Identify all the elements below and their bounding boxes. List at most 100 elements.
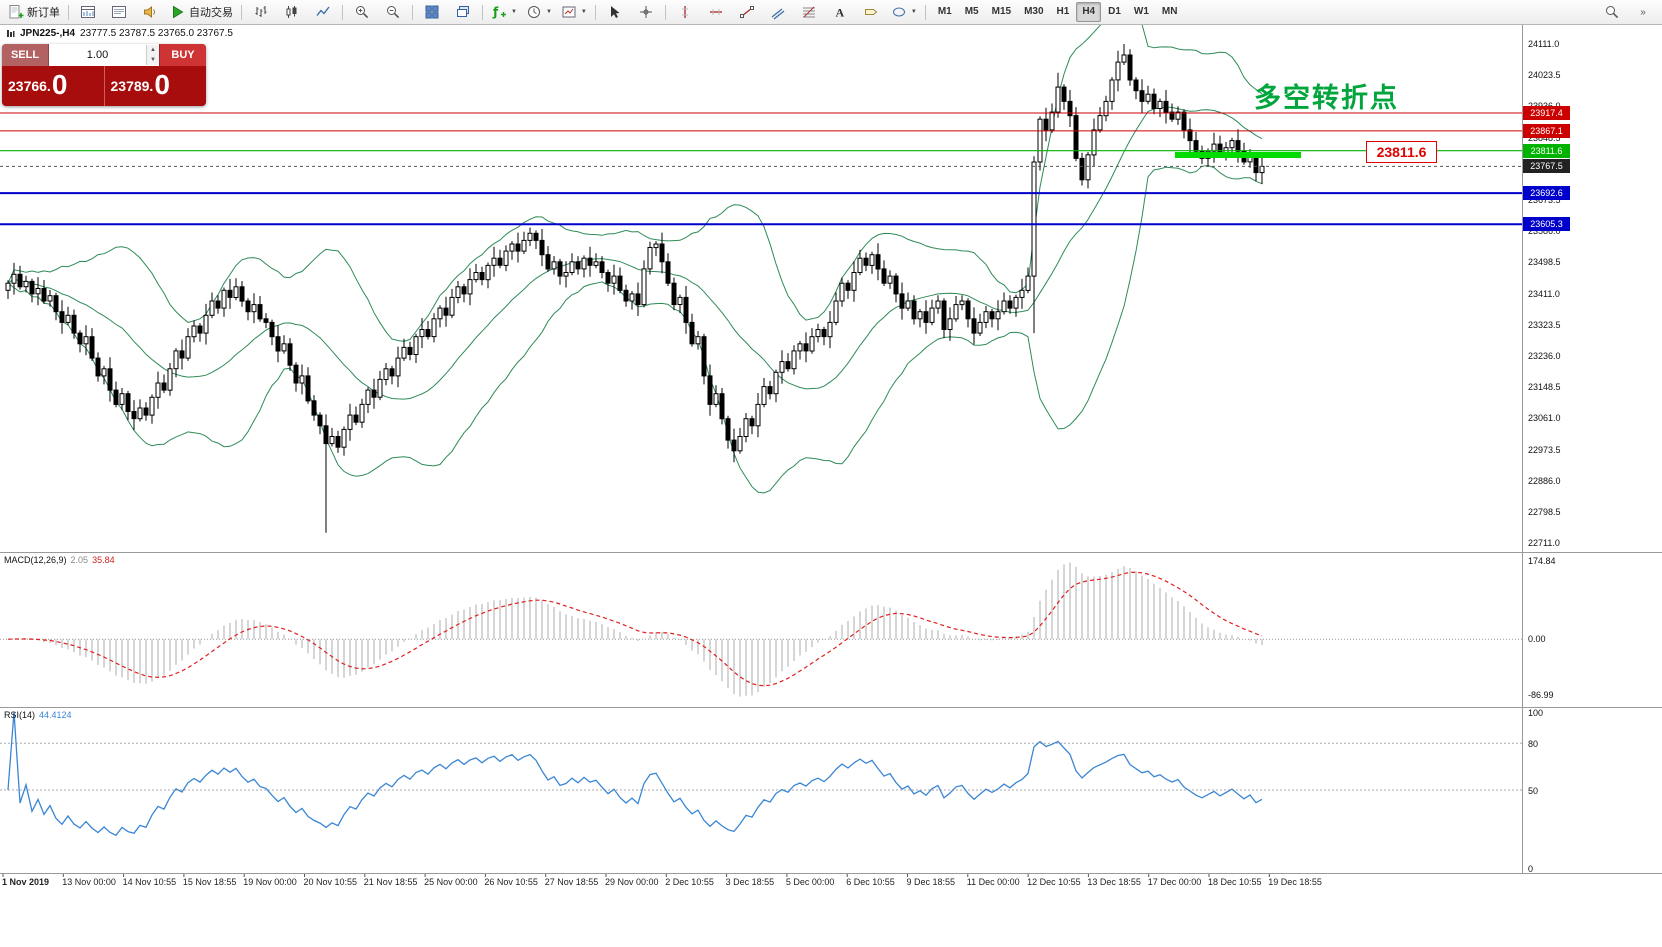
bull-candle-body xyxy=(581,257,587,270)
data-window-button[interactable] xyxy=(104,1,134,23)
zoom-out-icon xyxy=(387,6,400,19)
new-order-label: 新订单 xyxy=(27,7,60,19)
bear-candle-body xyxy=(197,325,203,334)
macd-signal-line xyxy=(7,571,1263,687)
timeframe-button-w1[interactable]: W1 xyxy=(1133,6,1149,17)
price-callout-label[interactable]: 23811.6 xyxy=(1366,141,1437,163)
toolbar-overflow-button[interactable]: » xyxy=(1628,1,1658,23)
macd-pane-separator[interactable] xyxy=(0,552,1662,553)
timeframe-button-mn[interactable]: MN xyxy=(1161,6,1178,17)
bull-candle-body xyxy=(1091,129,1097,156)
volume-up-button[interactable]: ▲ xyxy=(147,45,159,55)
channel-button[interactable] xyxy=(763,1,793,23)
timeframe-button-h4[interactable]: H4 xyxy=(1076,2,1102,22)
bull-candle-body xyxy=(653,243,659,249)
time-axis-label: 17 Dec 00:00 xyxy=(1147,877,1202,887)
one-click-trading-panel: SELL ▲ ▼ BUY 23766. 0 23789. 0 xyxy=(2,44,206,106)
data-window-icon xyxy=(112,6,126,18)
timeframe-button-m30[interactable]: M30 xyxy=(1024,6,1044,17)
search-button[interactable] xyxy=(1597,1,1627,23)
bull-candle-body xyxy=(953,304,959,320)
bull-candle-body xyxy=(1175,111,1181,120)
timeframe-button-d1[interactable]: D1 xyxy=(1108,6,1121,17)
rsi-axis-label: 0 xyxy=(1528,864,1534,874)
price-axis-label: 23411.0 xyxy=(1528,288,1560,299)
timeframe-button-m15[interactable]: M15 xyxy=(991,6,1012,17)
crosshair-button[interactable] xyxy=(631,1,661,23)
text-button[interactable]: A xyxy=(825,1,855,23)
price-axis-label: 23236.0 xyxy=(1528,350,1561,361)
bear-candle-body xyxy=(17,273,23,288)
timeframe-button-m5[interactable]: M5 xyxy=(964,6,979,17)
market-watch-button[interactable] xyxy=(73,1,103,23)
price-axis-label: 23498.5 xyxy=(1528,257,1561,268)
bull-candle-body xyxy=(509,243,515,252)
new-order-button[interactable]: 新订单 xyxy=(4,1,64,23)
price-axis-label: 23323.5 xyxy=(1528,319,1561,330)
bull-candle-body xyxy=(677,296,683,305)
chart-marker-icon xyxy=(7,30,15,37)
cascade-windows-button[interactable] xyxy=(448,1,478,23)
horizontal-line-button[interactable] xyxy=(701,1,731,23)
fibonacci-button[interactable] xyxy=(794,1,824,23)
sell-button[interactable]: SELL xyxy=(2,44,49,66)
bear-candle-body xyxy=(923,311,929,323)
zoom-out-button[interactable] xyxy=(378,1,408,23)
cursor-button[interactable] xyxy=(600,1,630,23)
bull-candle-body xyxy=(455,286,461,298)
buy-button[interactable]: BUY xyxy=(159,44,206,66)
bear-candle-body xyxy=(1007,300,1013,309)
price-axis-label: 24111.0 xyxy=(1528,38,1560,49)
bear-candle-body xyxy=(965,300,971,320)
timeframe-button-h1[interactable]: H1 xyxy=(1056,6,1070,17)
zoom-in-button[interactable] xyxy=(347,1,377,23)
trendline-button[interactable] xyxy=(732,1,762,23)
more-icon: » xyxy=(1640,6,1646,18)
line-chart-button[interactable] xyxy=(308,1,338,23)
buy-price[interactable]: 23789. 0 xyxy=(103,66,207,106)
bull-candle-body xyxy=(827,321,833,338)
trend-reversal-annotation: 多空转折点 xyxy=(1254,83,1399,113)
alerts-button[interactable] xyxy=(135,1,165,23)
shapes-button[interactable]: ▼ xyxy=(887,1,921,23)
zoom-in-icon xyxy=(356,6,369,19)
bear-candle-body xyxy=(323,425,329,445)
templates-button[interactable]: ▼ xyxy=(557,1,591,23)
tile-windows-icon xyxy=(425,5,439,19)
bar-chart-button[interactable] xyxy=(246,1,276,23)
bull-candle-body xyxy=(527,232,533,241)
periods-button[interactable]: ▼ xyxy=(522,1,556,23)
buy-price-big-digit: 0 xyxy=(154,68,170,100)
bull-candle-body xyxy=(1145,93,1151,102)
bear-candle-body xyxy=(911,300,917,320)
volume-input[interactable] xyxy=(49,48,146,62)
bull-candle-body xyxy=(1001,300,1007,313)
sell-price[interactable]: 23766. 0 xyxy=(2,66,104,106)
indicators-button[interactable]: ƒ ▼ xyxy=(487,1,521,23)
bear-candle-body xyxy=(1181,111,1187,131)
bull-candle-body xyxy=(695,336,701,345)
chevron-down-icon: ▼ xyxy=(580,9,587,15)
bear-candle-body xyxy=(803,343,809,352)
autotrading-button[interactable]: 自动交易 xyxy=(166,1,237,23)
bull-candle-body xyxy=(1121,54,1127,63)
support-highlight-segment[interactable] xyxy=(1175,151,1301,158)
bear-candle-body xyxy=(1127,54,1133,81)
bull-candle-body xyxy=(641,268,647,306)
rsi-pane-separator[interactable] xyxy=(0,707,1662,708)
vertical-line-button[interactable] xyxy=(670,1,700,23)
timeframe-button-m1[interactable]: M1 xyxy=(937,6,952,17)
bull-candle-body xyxy=(449,296,455,316)
ohlc-values: 23777.5 23787.5 23765.0 23767.5 xyxy=(80,28,233,39)
bull-candle-body xyxy=(377,378,383,398)
candlestick-chart-button[interactable] xyxy=(277,1,307,23)
tile-windows-button[interactable] xyxy=(417,1,447,23)
sell-price-big-digit: 0 xyxy=(51,68,68,100)
bull-candle-body xyxy=(167,368,173,391)
price-level-tag: 23605.3 xyxy=(1523,217,1570,232)
bull-candle-body xyxy=(1103,100,1109,117)
volume-down-button[interactable]: ▼ xyxy=(147,55,159,65)
label-button[interactable] xyxy=(856,1,886,23)
bear-candle-body xyxy=(161,382,167,391)
